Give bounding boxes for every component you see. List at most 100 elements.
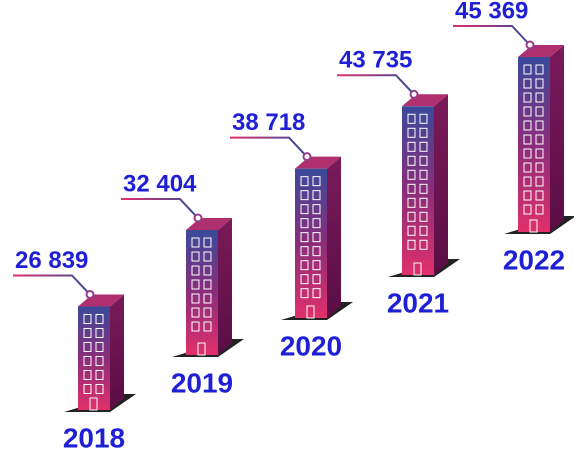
window — [191, 279, 200, 290]
window — [83, 383, 92, 394]
window — [312, 218, 321, 229]
window — [191, 307, 200, 318]
window — [95, 313, 104, 324]
value-label: 38 718 — [232, 109, 305, 136]
connector — [121, 198, 197, 217]
window — [203, 251, 212, 262]
window — [191, 265, 200, 276]
bar — [402, 106, 434, 275]
window — [407, 225, 416, 236]
window — [523, 78, 532, 89]
connector-dot — [409, 89, 419, 99]
window — [95, 355, 104, 366]
building-side — [327, 156, 341, 318]
year-label: 2020 — [280, 330, 342, 361]
window — [535, 134, 544, 145]
connector — [337, 74, 413, 93]
connector-dot — [525, 40, 535, 50]
window — [203, 321, 212, 332]
window — [300, 190, 309, 201]
window — [523, 148, 532, 159]
window — [419, 211, 428, 222]
door — [529, 219, 538, 233]
bar — [78, 306, 110, 410]
window — [535, 78, 544, 89]
window — [300, 204, 309, 215]
connector — [230, 136, 306, 156]
building — [504, 45, 574, 234]
window — [535, 106, 544, 117]
window — [407, 155, 416, 166]
value-label: 45 369 — [455, 0, 528, 24]
window — [535, 120, 544, 131]
window — [523, 120, 532, 131]
year-label: 2019 — [171, 367, 233, 398]
window — [419, 155, 428, 166]
window — [523, 190, 532, 201]
building-side — [550, 45, 564, 232]
window — [419, 197, 428, 208]
window — [523, 204, 532, 215]
window — [191, 251, 200, 262]
door — [306, 305, 315, 319]
building-side — [434, 94, 448, 275]
window — [535, 204, 544, 215]
window — [191, 321, 200, 332]
building-side — [110, 294, 124, 410]
window — [407, 127, 416, 138]
window — [419, 225, 428, 236]
connector — [13, 274, 89, 294]
connector-dot — [302, 152, 312, 162]
window — [419, 141, 428, 152]
value-label: 43 735 — [339, 47, 412, 74]
building — [388, 94, 460, 277]
window — [312, 176, 321, 187]
window — [83, 327, 92, 338]
window — [95, 383, 104, 394]
year-label: 2021 — [387, 287, 449, 318]
window — [300, 246, 309, 257]
bar — [518, 57, 550, 232]
window — [300, 176, 309, 187]
window — [523, 176, 532, 187]
window — [203, 265, 212, 276]
building — [281, 156, 353, 320]
building — [172, 218, 244, 357]
window — [407, 169, 416, 180]
window — [535, 64, 544, 75]
window — [95, 327, 104, 338]
connector — [453, 25, 529, 44]
window — [300, 274, 309, 285]
window — [191, 293, 200, 304]
window — [407, 197, 416, 208]
window — [523, 134, 532, 145]
window — [203, 279, 212, 290]
window — [203, 237, 212, 248]
window — [535, 162, 544, 173]
window — [312, 204, 321, 215]
window — [300, 232, 309, 243]
window — [535, 92, 544, 103]
window — [535, 190, 544, 201]
window — [83, 313, 92, 324]
window — [312, 232, 321, 243]
window — [83, 341, 92, 352]
window — [300, 288, 309, 299]
window — [407, 211, 416, 222]
window — [419, 169, 428, 180]
value-label: 32 404 — [123, 170, 197, 197]
window — [312, 190, 321, 201]
year-label: 2022 — [503, 244, 565, 275]
window — [203, 307, 212, 318]
window — [312, 246, 321, 257]
window — [523, 64, 532, 75]
window — [191, 237, 200, 248]
door — [197, 342, 206, 356]
window — [407, 141, 416, 152]
year-label: 2018 — [63, 422, 125, 453]
building-side — [218, 218, 232, 355]
bar — [186, 230, 218, 355]
window — [407, 239, 416, 250]
window — [419, 127, 428, 138]
window — [83, 369, 92, 380]
